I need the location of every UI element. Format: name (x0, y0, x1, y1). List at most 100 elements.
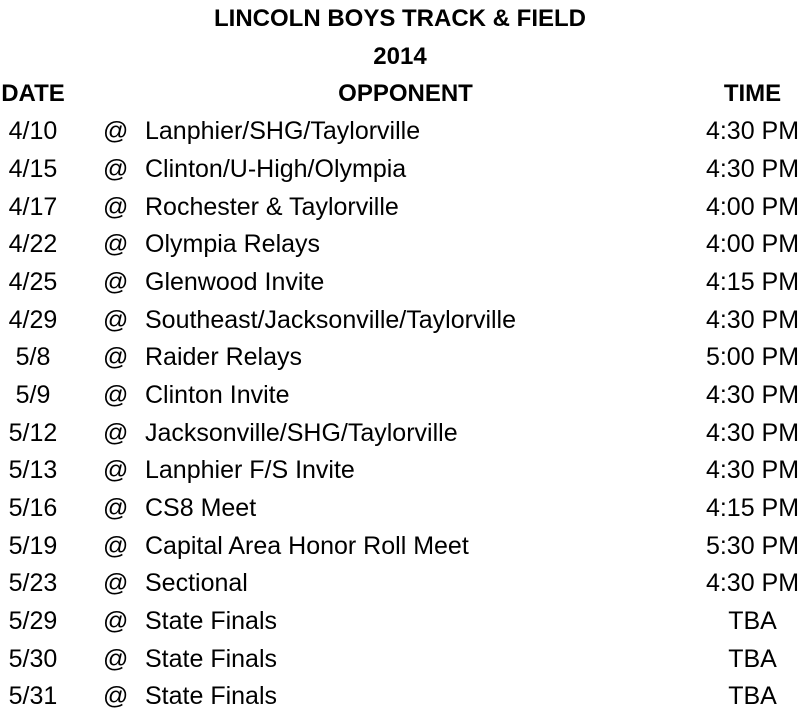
at-symbol: @ (103, 117, 129, 146)
time-cell: 4:30 PM (705, 456, 800, 485)
opponent-name: Olympia Relays (145, 230, 321, 259)
at-symbol: @ (103, 607, 129, 636)
opponent-cell: @ Lanphier F/S Invite (66, 456, 705, 485)
opponent-cell: @ State Finals (66, 682, 705, 711)
opponent-cell: @ State Finals (66, 607, 705, 636)
time-cell: 4:30 PM (705, 418, 800, 447)
at-symbol: @ (103, 305, 129, 334)
opponent-cell: @ Southeast/Jacksonville/Taylorville (66, 306, 705, 335)
opponent-name: State Finals (145, 682, 278, 711)
opponent-cell: @ CS8 Meet (66, 494, 705, 523)
at-symbol: @ (103, 268, 129, 297)
opponent-name: State Finals (145, 607, 278, 636)
table-row: 4/25 @ Glenwood Invite 4:15 PM (0, 264, 800, 302)
opponent-cell: @ Jacksonville/SHG/Taylorville (66, 419, 705, 448)
time-cell: 5:00 PM (705, 343, 800, 372)
opponent-name: Lanphier F/S Invite (145, 456, 355, 485)
opponent-cell: @ Raider Relays (66, 343, 705, 372)
opponent-name: State Finals (145, 644, 278, 673)
opponent-name: Jacksonville/SHG/Taylorville (145, 418, 458, 447)
table-row: 5/23 @ Sectional 4:30 PM (0, 565, 800, 603)
at-symbol: @ (103, 682, 129, 711)
opponent-name: Rochester & Taylorville (145, 192, 399, 221)
opponent-cell: @ Lanphier/SHG/Taylorville (66, 117, 705, 146)
table-row: 5/29 @ State Finals TBA (0, 603, 800, 641)
table-row: 5/19 @ Capital Area Honor Roll Meet 5:30… (0, 527, 800, 565)
opponent-cell: @ Capital Area Honor Roll Meet (66, 532, 705, 561)
table-row: 4/22 @ Olympia Relays 4:00 PM (0, 226, 800, 264)
table-row: 5/30 @ State Finals TBA (0, 640, 800, 678)
time-cell: 4:15 PM (705, 494, 800, 523)
opponent-name: Lanphier/SHG/Taylorville (145, 117, 421, 146)
at-symbol: @ (103, 531, 129, 560)
time-cell: TBA (728, 682, 777, 711)
date-cell: 5/29 (8, 607, 58, 636)
date-cell: 5/12 (8, 418, 58, 447)
date-cell: 5/8 (15, 343, 51, 372)
opponent-cell: @ Glenwood Invite (66, 268, 705, 297)
opponent-cell: @ Sectional (66, 569, 705, 598)
opponent-name: Raider Relays (145, 343, 303, 372)
opponent-cell: @ Clinton/U-High/Olympia (66, 155, 705, 184)
time-cell: 4:30 PM (705, 117, 800, 146)
opponent-name: Clinton/U-High/Olympia (145, 155, 407, 184)
date-cell: 5/9 (15, 381, 51, 410)
time-cell: TBA (728, 644, 777, 673)
at-symbol: @ (103, 230, 129, 259)
opponent-name: Clinton Invite (145, 381, 290, 410)
opponent-name: Glenwood Invite (145, 268, 325, 297)
column-header-date: DATE (1, 80, 65, 108)
page-title: LINCOLN BOYS TRACK & FIELD (214, 4, 586, 32)
table-row: 5/9 @ Clinton Invite 4:30 PM (0, 377, 800, 415)
date-cell: 4/25 (8, 268, 58, 297)
table-row: 5/16 @ CS8 Meet 4:15 PM (0, 490, 800, 528)
date-cell: 5/16 (8, 494, 58, 523)
table-row: 5/31 @ State Finals TBA (0, 678, 800, 716)
time-cell: 4:00 PM (705, 230, 800, 259)
at-symbol: @ (103, 343, 129, 372)
date-cell: 5/31 (8, 682, 58, 711)
time-cell: TBA (728, 607, 777, 636)
table-row: 4/10 @ Lanphier/SHG/Taylorville 4:30 PM (0, 113, 800, 151)
time-cell: 4:30 PM (705, 305, 800, 334)
opponent-cell: @ State Finals (66, 645, 705, 674)
opponent-name: Sectional (145, 569, 248, 598)
time-cell: 4:15 PM (705, 268, 800, 297)
at-symbol: @ (103, 192, 129, 221)
time-cell: 4:00 PM (705, 192, 800, 221)
schedule-rows: 4/10 @ Lanphier/SHG/Taylorville 4:30 PM … (0, 113, 800, 716)
table-row: 5/12 @ Jacksonville/SHG/Taylorville 4:30… (0, 414, 800, 452)
opponent-cell: @ Olympia Relays (66, 230, 705, 259)
date-cell: 4/15 (8, 155, 58, 184)
opponent-cell: @ Rochester & Taylorville (66, 193, 705, 222)
date-cell: 4/22 (8, 230, 58, 259)
date-cell: 5/30 (8, 644, 58, 673)
at-symbol: @ (103, 418, 129, 447)
date-cell: 5/19 (8, 531, 58, 560)
at-symbol: @ (103, 381, 129, 410)
opponent-name: Southeast/Jacksonville/Taylorville (145, 305, 517, 334)
column-header-time: TIME (723, 80, 782, 108)
table-row: 4/15 @ Clinton/U-High/Olympia 4:30 PM (0, 151, 800, 189)
opponent-cell: @ Clinton Invite (66, 381, 705, 410)
at-symbol: @ (103, 569, 129, 598)
table-header-row: DATE OPPONENT TIME (0, 75, 800, 113)
at-symbol: @ (103, 456, 129, 485)
column-header-opponent: OPPONENT (338, 80, 473, 108)
at-symbol: @ (103, 494, 129, 523)
time-cell: 4:30 PM (705, 155, 800, 184)
at-symbol: @ (103, 644, 129, 673)
year-subtitle: 2014 (373, 42, 427, 70)
time-cell: 5:30 PM (705, 531, 800, 560)
date-cell: 4/17 (8, 192, 58, 221)
date-cell: 4/10 (8, 117, 58, 146)
date-cell: 4/29 (8, 305, 58, 334)
table-row: 4/17 @ Rochester & Taylorville 4:00 PM (0, 188, 800, 226)
opponent-name: Capital Area Honor Roll Meet (145, 531, 469, 560)
time-cell: 4:30 PM (705, 381, 800, 410)
table-row: 5/8 @ Raider Relays 5:00 PM (0, 339, 800, 377)
date-cell: 5/23 (8, 569, 58, 598)
table-row: 5/13 @ Lanphier F/S Invite 4:30 PM (0, 452, 800, 490)
table-row: 4/29 @ Southeast/Jacksonville/Taylorvill… (0, 301, 800, 339)
